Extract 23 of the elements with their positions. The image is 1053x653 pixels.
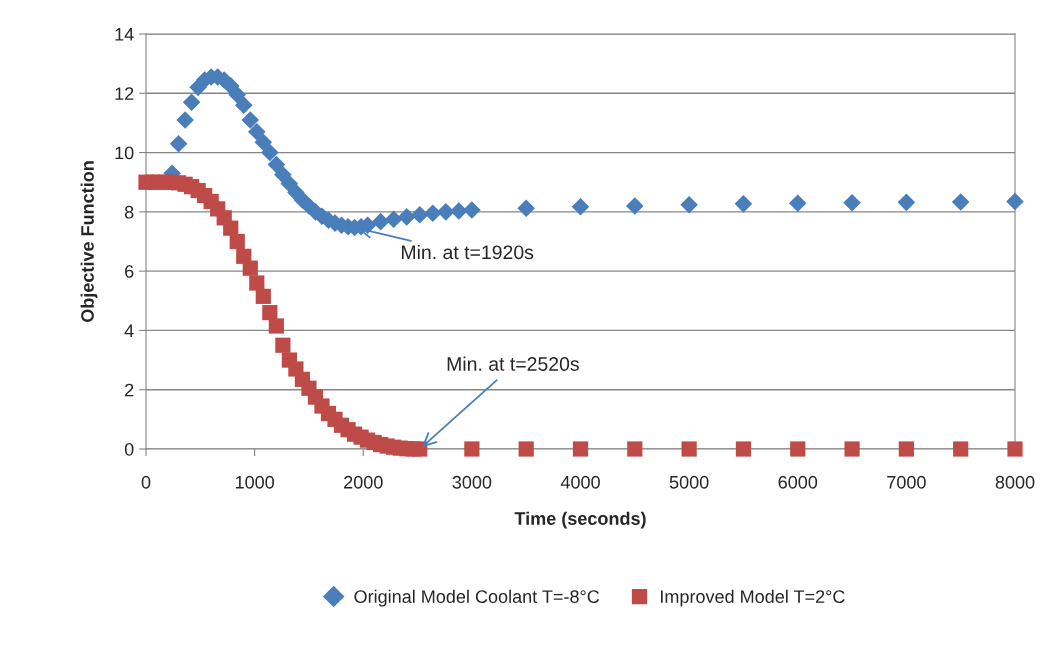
legend-label: Improved Model T=2°C — [661, 589, 845, 607]
x-tick-label: 1000 — [235, 475, 274, 489]
y-tick-label: 0 — [124, 442, 134, 456]
y-tick-label: 14 — [115, 28, 134, 41]
y-axis-title: Objective Function — [80, 161, 98, 323]
x-axis-title: Time (seconds) — [514, 511, 646, 529]
y-tick-label: 10 — [115, 146, 134, 160]
x-tick-label: 7000 — [887, 475, 926, 489]
x-tick-label: 3000 — [452, 475, 492, 489]
legend-label: Original Model Coolant T=-8°C — [354, 589, 600, 607]
y-tick-label: 12 — [115, 87, 134, 100]
x-tick-label: 4000 — [560, 475, 600, 489]
y-tick-label: 4 — [124, 324, 134, 337]
x-tick-label: 0 — [141, 475, 151, 489]
x-tick-label: 2000 — [344, 475, 383, 489]
x-tick-label: 6000 — [778, 475, 818, 489]
annotation: Min. at t=1920s — [401, 244, 534, 260]
y-tick-label: 6 — [125, 265, 134, 278]
x-tick-label: 5000 — [669, 475, 709, 489]
x-tick-label: 8000 — [995, 475, 1035, 489]
y-tick-label: 8 — [124, 205, 134, 219]
annotation: Min. at t=2520s — [447, 356, 579, 371]
y-tick-label: 2 — [125, 383, 134, 397]
